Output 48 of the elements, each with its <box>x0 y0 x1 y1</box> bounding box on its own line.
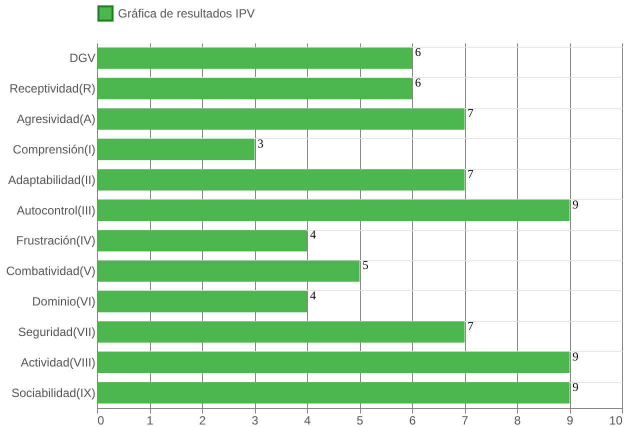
x-tick-label: 8 <box>514 414 522 427</box>
x-tick-label: 0 <box>98 414 104 427</box>
y-tick-label: Dominio(VI) <box>32 294 96 309</box>
y-tick-label: Receptividad(R) <box>9 82 96 96</box>
data-label: 7 <box>468 166 474 181</box>
bar <box>97 290 307 312</box>
y-tick-label: Adaptabilidad(II) <box>8 172 96 187</box>
bar <box>97 78 412 100</box>
bar <box>97 48 412 69</box>
data-label: 9 <box>572 197 578 212</box>
y-tick-label: Sociabilidad(IX) <box>11 386 96 400</box>
x-tick-label: 7 <box>462 414 469 427</box>
data-label: 7 <box>468 106 474 120</box>
x-tick-label: 4 <box>304 414 312 427</box>
bar <box>97 169 464 191</box>
bar <box>97 108 464 130</box>
bar <box>97 260 360 282</box>
y-tick-label: Frustración(IV) <box>16 234 96 248</box>
y-tick-label: Combatividad(V) <box>6 264 96 278</box>
data-label: 4 <box>310 288 316 303</box>
y-tick-label: Agresividad(A) <box>16 112 96 126</box>
x-tick-label: 5 <box>356 414 364 427</box>
y-tick-label: DGV <box>69 51 96 66</box>
data-label: 7 <box>468 318 474 333</box>
bar <box>97 200 570 221</box>
bar <box>97 230 307 252</box>
data-label: 5 <box>362 258 368 272</box>
x-tick-label: 2 <box>199 414 206 427</box>
x-tick-label: 1 <box>146 414 154 427</box>
x-tick-label: 10 <box>609 414 623 427</box>
data-label: 9 <box>572 380 578 394</box>
data-label: 3 <box>258 136 264 150</box>
y-tick-label: Comprensión(I) <box>12 142 96 156</box>
bar <box>97 382 570 404</box>
bar <box>97 352 570 374</box>
bar <box>97 321 464 343</box>
x-tick-label: 9 <box>566 414 574 427</box>
y-tick-label: Autocontrol(III) <box>16 203 96 218</box>
y-tick-label: Actividad(VIII) <box>20 355 96 370</box>
data-label: 6 <box>415 45 421 60</box>
y-tick-label: Seguridad(VII) <box>18 324 96 339</box>
bar <box>97 138 254 160</box>
data-label: 9 <box>572 349 578 364</box>
data-label: 4 <box>310 228 316 242</box>
x-tick-label: 3 <box>252 414 259 427</box>
data-label: 6 <box>415 76 421 90</box>
legend-label: Gráfica de resultados IPV <box>118 6 255 20</box>
x-tick-label: 6 <box>409 414 416 427</box>
